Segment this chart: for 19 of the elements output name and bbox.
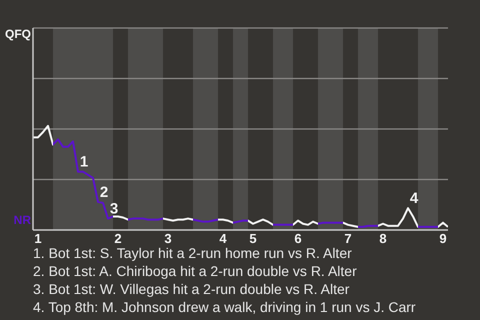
x-tick-label: 2 xyxy=(114,231,122,246)
x-tick-label: 1 xyxy=(34,231,42,246)
x-tick-label: 4 xyxy=(219,231,228,246)
x-tick-label: 8 xyxy=(379,231,387,246)
x-tick-label: 5 xyxy=(249,231,257,246)
text: 1. Bot 1st: S. Taylor hit a 2-run home run vs R. Alter xyxy=(33,245,352,261)
x-tick-label: 9 xyxy=(439,231,447,246)
x-tick-label: 6 xyxy=(294,231,302,246)
annotation: 1 xyxy=(80,154,88,171)
annotation: 4 xyxy=(410,190,419,208)
text: QFQ xyxy=(4,26,31,43)
x-tick-label: 7 xyxy=(344,231,352,246)
text: 2. Bot 1st: A. Chiriboga hit a 2-run double vs R. Alter xyxy=(33,262,358,280)
annotation: 3 xyxy=(110,200,118,218)
text: 3. Bot 1st: W. Villegas hit a 2-run double vs R. Alter xyxy=(33,280,350,298)
text: NR xyxy=(12,212,31,229)
annotation: 2 xyxy=(100,184,108,201)
x-tick-label: 3 xyxy=(164,231,172,246)
text: 4. Top 8th: M. Johnson drew a walk, driving in 1 run vs J. Carr xyxy=(33,298,417,316)
